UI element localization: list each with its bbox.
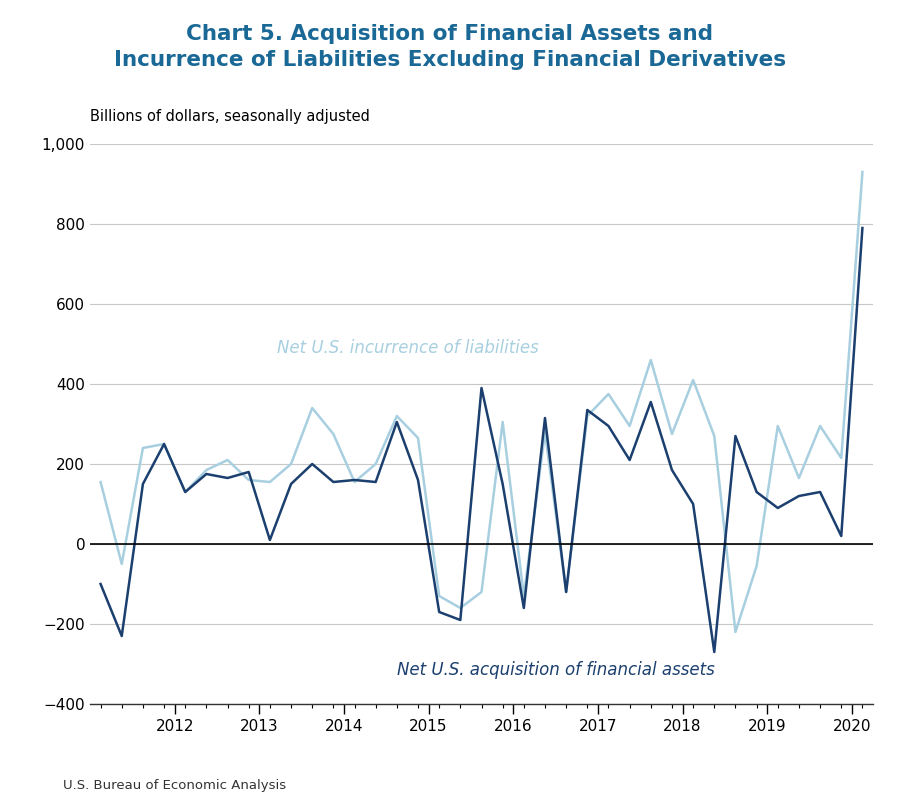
- Text: Net U.S. acquisition of financial assets: Net U.S. acquisition of financial assets: [397, 661, 715, 679]
- Text: Chart 5. Acquisition of Financial Assets and
Incurrence of Liabilities Excluding: Chart 5. Acquisition of Financial Assets…: [114, 24, 786, 70]
- Text: Billions of dollars, seasonally adjusted: Billions of dollars, seasonally adjusted: [90, 109, 370, 124]
- Text: Net U.S. incurrence of liabilities: Net U.S. incurrence of liabilities: [276, 339, 538, 357]
- Text: U.S. Bureau of Economic Analysis: U.S. Bureau of Economic Analysis: [63, 779, 286, 792]
